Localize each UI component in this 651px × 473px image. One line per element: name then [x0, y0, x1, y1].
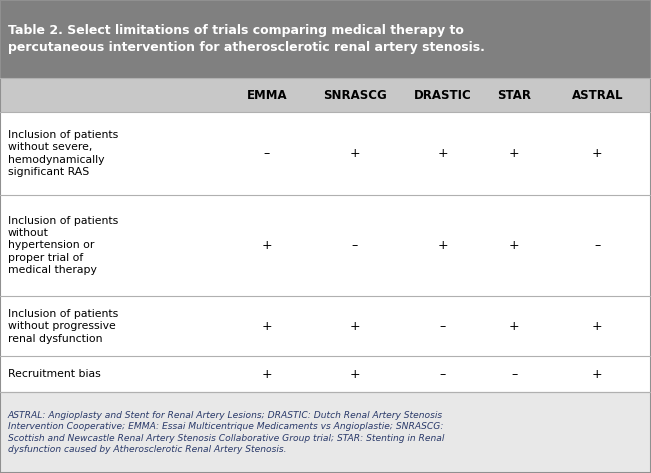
Text: +: + — [509, 320, 519, 333]
Text: STAR: STAR — [497, 89, 531, 102]
Text: Inclusion of patients
without
hypertension or
proper trial of
medical therapy: Inclusion of patients without hypertensi… — [8, 216, 118, 275]
Text: +: + — [262, 320, 272, 333]
Text: +: + — [592, 320, 603, 333]
Text: +: + — [592, 147, 603, 160]
Bar — [0, 112, 651, 195]
Text: +: + — [350, 147, 360, 160]
Text: ASTRAL: Angioplasty and Stent for Renal Artery Lesions; DRASTIC: Dutch Renal Art: ASTRAL: Angioplasty and Stent for Renal … — [8, 411, 444, 455]
Text: –: – — [439, 368, 446, 381]
Text: Inclusion of patients
without progressive
renal dysfunction: Inclusion of patients without progressiv… — [8, 309, 118, 343]
Text: +: + — [437, 239, 448, 252]
Text: Inclusion of patients
without severe,
hemodynamically
significant RAS: Inclusion of patients without severe, he… — [8, 130, 118, 177]
Text: –: – — [264, 147, 270, 160]
Text: DRASTIC: DRASTIC — [414, 89, 471, 102]
Text: +: + — [509, 147, 519, 160]
Bar — [0, 357, 651, 392]
Bar — [0, 79, 651, 112]
Text: +: + — [262, 239, 272, 252]
Bar — [0, 195, 651, 296]
Text: Recruitment bias: Recruitment bias — [8, 369, 100, 379]
Bar — [0, 392, 651, 473]
Bar — [0, 296, 651, 357]
Text: EMMA: EMMA — [247, 89, 287, 102]
Text: +: + — [437, 147, 448, 160]
Text: Table 2. Select limitations of trials comparing medical therapy to
percutaneous : Table 2. Select limitations of trials co… — [8, 24, 485, 54]
Text: –: – — [594, 239, 600, 252]
Bar — [0, 0, 651, 79]
Text: +: + — [592, 368, 603, 381]
Text: –: – — [352, 239, 358, 252]
Text: +: + — [262, 368, 272, 381]
Text: –: – — [439, 320, 446, 333]
Text: –: – — [511, 368, 518, 381]
Text: SNRASCG: SNRASCG — [323, 89, 387, 102]
Text: +: + — [509, 239, 519, 252]
Text: ASTRAL: ASTRAL — [572, 89, 623, 102]
Text: +: + — [350, 368, 360, 381]
Text: +: + — [350, 320, 360, 333]
